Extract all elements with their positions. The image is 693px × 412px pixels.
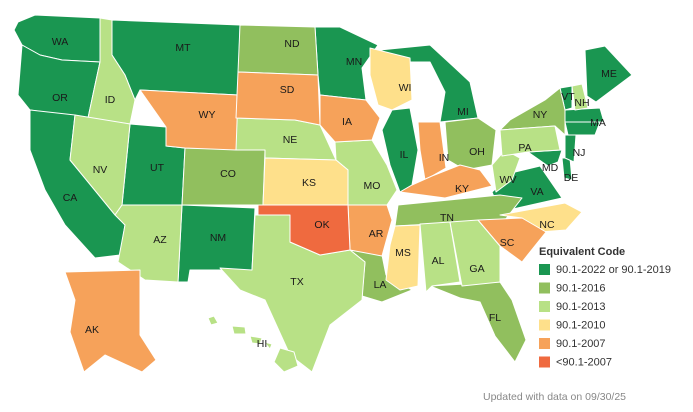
legend-title: Equivalent Code [539, 246, 625, 258]
legend-swatch [539, 264, 550, 275]
state-label: OH [469, 146, 485, 158]
state-label: NV [93, 164, 108, 176]
state-shape [385, 224, 421, 291]
state-label: NC [539, 219, 555, 231]
legend-label: 90.1-2013 [556, 301, 606, 313]
legend-label: 90.1-2007 [556, 338, 606, 350]
state-shape [87, 17, 136, 125]
legend-label: 90.1-2022 or 90.1-2019 [556, 264, 671, 276]
state-label: NM [210, 232, 226, 244]
state-shape [111, 19, 241, 101]
state-shape [477, 217, 547, 263]
state-label: AL [432, 255, 445, 267]
state-shape [237, 24, 319, 76]
state-label: CA [63, 192, 78, 204]
state-shape [257, 204, 351, 256]
state-label: ID [105, 94, 116, 106]
footer-note: Updated with data on 09/30/25 [483, 391, 626, 403]
state-label: DE [564, 172, 579, 184]
state-shape [394, 194, 523, 227]
state-shape [429, 281, 527, 363]
state-label: UT [150, 162, 165, 174]
state-label: TX [290, 276, 303, 288]
state-label: PA [518, 142, 531, 154]
legend-label: 90.1-2010 [556, 319, 606, 331]
state-shape [444, 117, 497, 171]
state-label: IA [342, 116, 352, 128]
state-label: AK [85, 324, 99, 336]
state-label: AR [369, 228, 384, 240]
state-label: IN [439, 152, 450, 164]
legend-swatch [539, 356, 550, 368]
state-label: GA [469, 263, 484, 275]
state-label: MS [395, 247, 411, 259]
state-label: NY [533, 109, 548, 121]
state-shape [399, 164, 493, 199]
state-labels: WA OR CA MT UT NM MN IL MI VA MD DE NJ MA VT ME ND CO OH NY… [52, 36, 617, 350]
state-label: IL [400, 149, 409, 161]
state-label: WY [199, 109, 216, 121]
state-label: MA [590, 117, 606, 129]
legend-swatch [539, 282, 550, 294]
state-shape [499, 125, 561, 157]
state-label: MD [542, 162, 559, 174]
state-label: NJ [573, 147, 586, 159]
state-label: MI [457, 106, 469, 118]
legend-swatch [539, 301, 550, 312]
state-label: HI [257, 338, 268, 350]
state-shape [449, 219, 501, 287]
state-label: KS [302, 177, 316, 189]
state-label: ME [601, 68, 617, 80]
state-label: CO [220, 168, 236, 180]
state-shape [419, 221, 461, 293]
legend-label: <90.1-2007 [556, 356, 612, 368]
state-label: SC [500, 237, 515, 249]
state-shape [417, 121, 447, 181]
state-label: VA [530, 186, 543, 198]
state-label: FL [489, 312, 501, 324]
state-label: VT [561, 91, 575, 103]
state-label: LA [374, 279, 387, 291]
state-label: MT [175, 42, 191, 54]
state-label: MO [364, 180, 381, 192]
state-label: OK [314, 219, 329, 231]
state-label: WI [399, 82, 412, 94]
state-shape [564, 134, 577, 163]
state-label: AZ [153, 234, 167, 246]
state-label: WV [500, 174, 517, 186]
state-label: SD [280, 84, 295, 96]
state-label: MN [346, 56, 362, 68]
state-shape [64, 269, 157, 373]
state-label: NH [574, 97, 589, 109]
state-shape [235, 71, 321, 126]
states [13, 14, 633, 373]
state-shape [369, 47, 413, 111]
state-label: KY [455, 183, 469, 195]
legend-label: 90.1-2016 [556, 282, 606, 294]
state-shape [584, 45, 633, 103]
state-shape [207, 315, 299, 373]
legend: Equivalent Code 90.1-2022 or 90.1-2019 90… [539, 246, 671, 368]
state-label: OR [52, 92, 68, 104]
legend-swatch [539, 319, 550, 331]
state-shape [262, 157, 349, 206]
legend-swatch [539, 338, 550, 349]
state-label: WA [52, 36, 69, 48]
state-label: TN [440, 212, 454, 224]
state-label: ND [284, 38, 300, 50]
state-shape [319, 94, 381, 143]
state-label: NE [283, 134, 298, 146]
state-shape [571, 83, 589, 111]
